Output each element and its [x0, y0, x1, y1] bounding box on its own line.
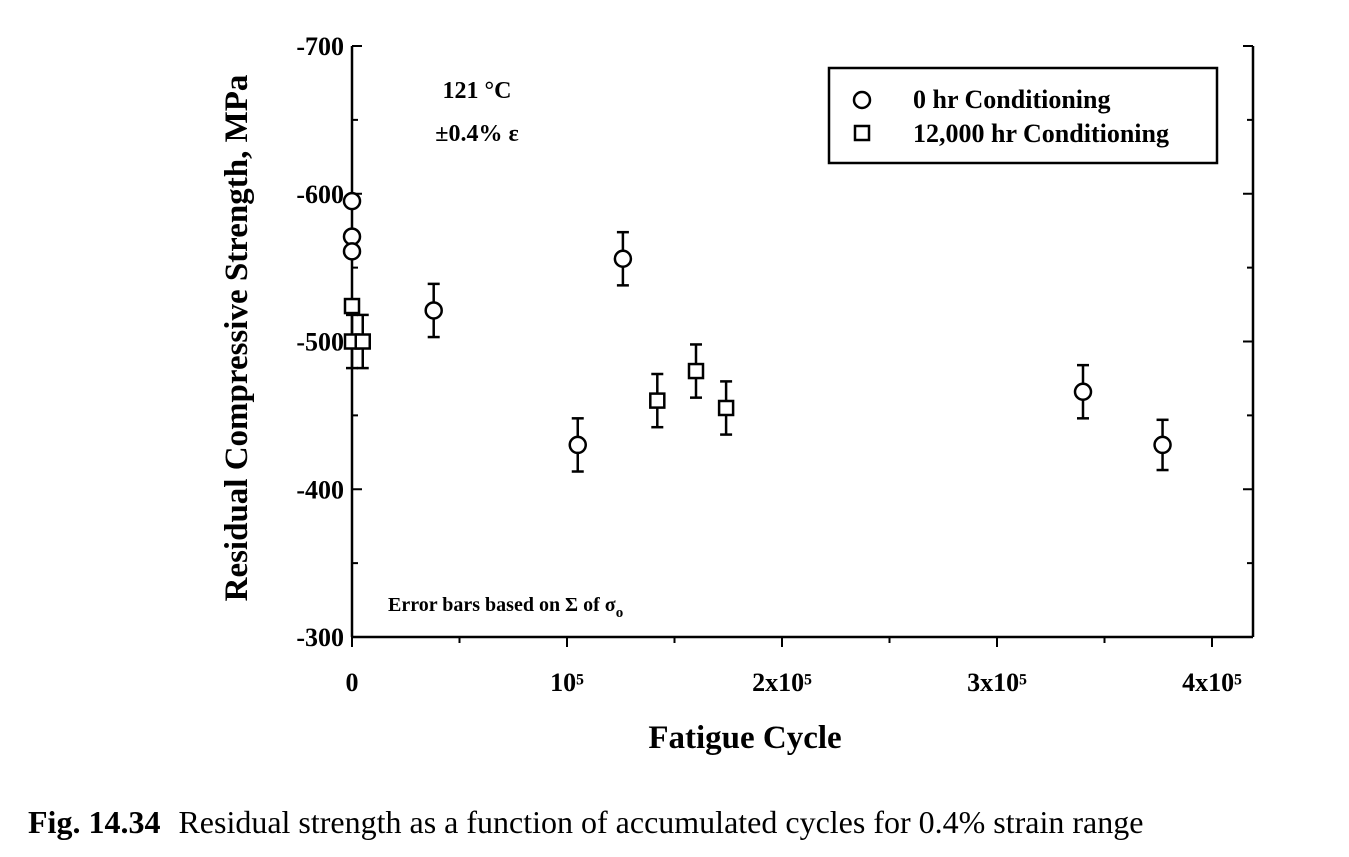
x-axis-title: Fatigue Cycle [648, 720, 841, 756]
data-point-0hr [1153, 435, 1172, 455]
data-point-0hr [1073, 382, 1093, 401]
legend-square-marker [853, 124, 871, 142]
data-point-0hr [568, 435, 587, 455]
legend: 0 hr Conditioning 12,000 hr Conditioning [827, 66, 1219, 165]
data-point-0hr [342, 191, 362, 211]
y-tick-label: -500 [296, 328, 344, 357]
data-point-12000hr [343, 297, 361, 315]
data-point-12000hr [354, 333, 371, 350]
y-tick-label: -700 [296, 32, 344, 61]
data-point-0hr [613, 249, 633, 269]
data-point-0hr [424, 301, 443, 320]
legend-box [827, 66, 1219, 165]
legend-label-0hr: 0 hr Conditioning [913, 85, 1110, 114]
y-tick-label: -600 [296, 180, 344, 209]
x-tick-label: 4x10⁵ [1182, 668, 1242, 697]
legend-circle-marker [852, 90, 872, 110]
y-axis-title: Residual Compressive Strength, MPa [219, 75, 255, 602]
figure-caption-text: Residual strength as a function of accum… [178, 804, 1144, 840]
y-tick-label: -300 [296, 623, 344, 652]
data-point-0hr [342, 242, 362, 261]
x-tick-label: 10⁵ [550, 668, 584, 697]
x-tick-label: 0 [346, 668, 359, 697]
x-tick-label: 3x10⁵ [967, 668, 1027, 697]
legend-label-12000hr: 12,000 hr Conditioning [913, 119, 1169, 148]
error-bar-note-text: Error bars based on Σ of σ [388, 594, 616, 616]
data-point-12000hr [717, 399, 735, 417]
x-tick-label: 2x10⁵ [752, 668, 812, 697]
temperature-annotation: 121 °C [443, 78, 512, 104]
data-group [342, 191, 1172, 473]
error-bar-note-subscript: o [616, 605, 624, 621]
data-point-12000hr [649, 392, 666, 409]
strain-annotation: ±0.4% ε [435, 121, 518, 147]
error-bar-note: Error bars based on Σ of σo [388, 594, 623, 621]
data-point-12000hr [687, 362, 705, 380]
y-tick-label: -400 [296, 475, 344, 504]
figure-caption: Fig. 14.34 Residual strength as a functio… [28, 804, 1143, 841]
figure-label: Fig. 14.34 [28, 804, 161, 840]
